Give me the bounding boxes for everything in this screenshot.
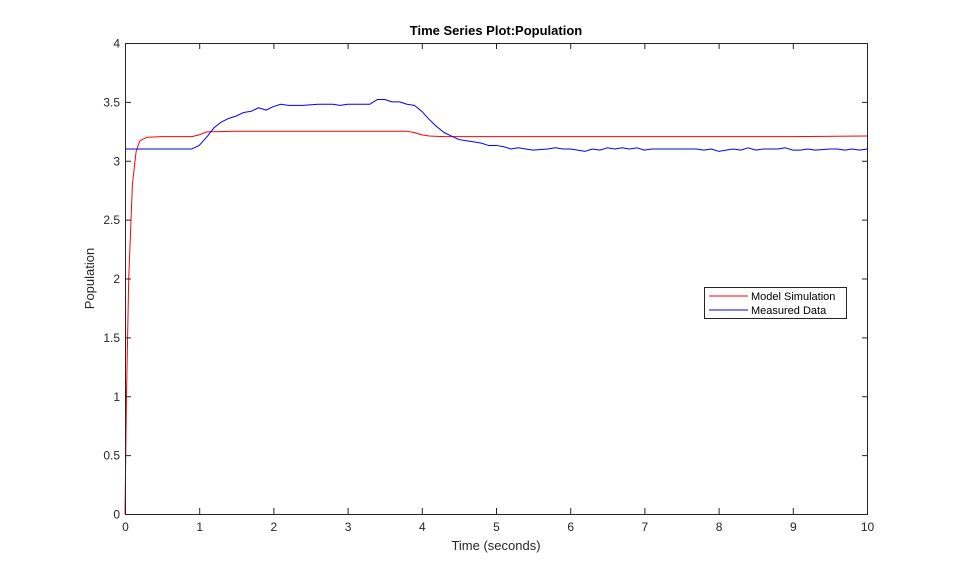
y-tick-label: 0.5 — [103, 449, 120, 463]
x-axis: 0 1 2 3 4 5 6 7 8 9 10 — [122, 43, 875, 534]
x-tick-label: 1 — [196, 520, 203, 534]
x-tick-label: 8 — [716, 520, 723, 534]
y-axis-label: Population — [82, 248, 97, 309]
y-tick-label: 0 — [113, 508, 120, 522]
series-line-model-simulation — [124, 130, 868, 515]
series-line-measured-data — [125, 99, 868, 152]
x-tick-label: 3 — [345, 520, 352, 534]
y-tick-label: 2.5 — [103, 213, 120, 227]
series-layer — [124, 99, 868, 515]
y-tick-label: 1.5 — [103, 331, 120, 345]
legend-box — [704, 287, 847, 319]
x-tick-label: 9 — [790, 520, 797, 534]
x-tick-label: 5 — [493, 520, 500, 534]
y-tick-label: 3.5 — [103, 95, 120, 109]
y-tick-label: 4 — [113, 37, 120, 51]
chart-title: Time Series Plot:Population — [410, 23, 582, 38]
y-tick-label: 2 — [113, 272, 120, 286]
x-tick-label: 0 — [122, 520, 129, 534]
x-tick-label: 2 — [271, 520, 278, 534]
y-axis: 0 0.5 1 1.5 2 2.5 3 3.5 4 — [103, 37, 868, 522]
x-tick-label: 6 — [567, 520, 574, 534]
y-tick-label: 3 — [113, 154, 120, 168]
legend-label: Model Simulation — [751, 291, 835, 303]
x-tick-label: 4 — [419, 520, 426, 534]
y-tick-label: 1 — [113, 390, 120, 404]
legend-label: Measured Data — [751, 305, 827, 317]
x-tick-label: 7 — [642, 520, 649, 534]
legend: Model Simulation Measured Data — [704, 287, 847, 319]
x-axis-label: Time (seconds) — [451, 538, 540, 553]
x-tick-label: 10 — [861, 520, 875, 534]
plot-area — [125, 43, 867, 514]
